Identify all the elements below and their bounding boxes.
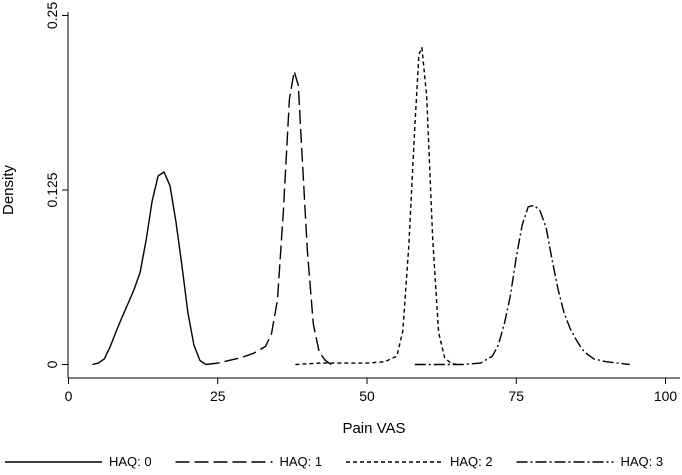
- series-line: [414, 204, 630, 366]
- x-axis-label: Pain VAS: [342, 420, 405, 437]
- y-axis-label: Density: [0, 164, 17, 215]
- plot-area: [68, 12, 680, 378]
- legend-label: HAQ: 3: [621, 454, 664, 469]
- x-tick-label: 75: [508, 388, 524, 404]
- x-tick-label: 25: [210, 388, 226, 404]
- series-line: [205, 70, 332, 366]
- y-tick-label: 0: [44, 360, 60, 368]
- x-tick-label: 50: [359, 388, 375, 404]
- y-tick-label: 0.25: [44, 2, 60, 29]
- series-line: [295, 46, 457, 366]
- x-tick-label: 100: [654, 388, 678, 404]
- legend-label: HAQ: 2: [450, 454, 493, 469]
- legend: HAQ: 0 HAQ: 1 HAQ: 2 HAQ: 3: [5, 454, 663, 469]
- legend-label: HAQ: 0: [109, 454, 152, 469]
- legend-label: HAQ: 1: [280, 454, 323, 469]
- y-tick-label: 0.125: [44, 172, 60, 207]
- series-layer: [92, 46, 630, 366]
- x-ticks: 0 25 50 75 100: [65, 378, 678, 404]
- series-line: [92, 171, 207, 366]
- x-tick-label: 0: [65, 388, 73, 404]
- y-ticks: 0 0.125 0.25: [44, 2, 68, 368]
